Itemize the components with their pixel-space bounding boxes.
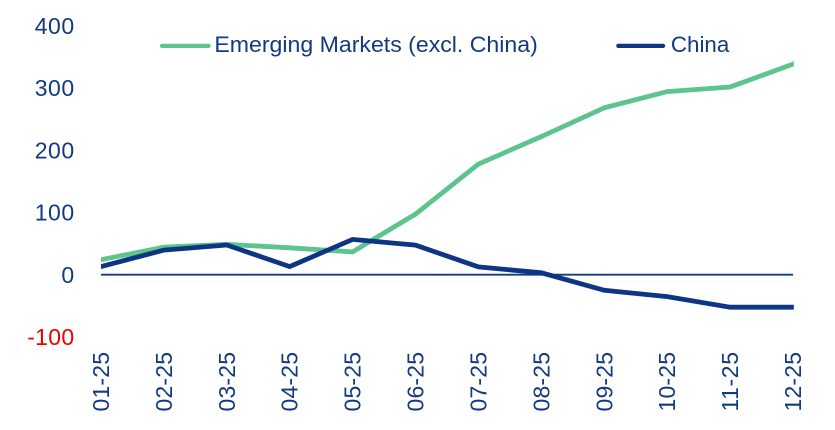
svg-text:10-25: 10-25 [654,352,680,412]
svg-text:-100: -100 [27,324,74,350]
svg-text:05-25: 05-25 [340,352,366,412]
svg-text:03-25: 03-25 [214,352,240,412]
svg-text:11-25: 11-25 [717,352,743,412]
svg-text:07-25: 07-25 [466,352,492,412]
svg-text:Emerging Markets (excl. China): Emerging Markets (excl. China) [214,32,537,57]
svg-text:0: 0 [61,262,74,288]
svg-text:06-25: 06-25 [403,352,429,412]
svg-text:04-25: 04-25 [277,352,303,412]
svg-text:02-25: 02-25 [151,352,177,412]
svg-text:100: 100 [35,200,75,226]
svg-text:China: China [671,32,730,57]
svg-text:12-25: 12-25 [780,352,806,412]
svg-text:09-25: 09-25 [591,352,617,412]
svg-text:200: 200 [35,137,75,163]
svg-text:400: 400 [35,13,75,39]
svg-text:01-25: 01-25 [88,352,114,412]
svg-text:300: 300 [35,75,75,101]
svg-text:08-25: 08-25 [528,352,554,412]
